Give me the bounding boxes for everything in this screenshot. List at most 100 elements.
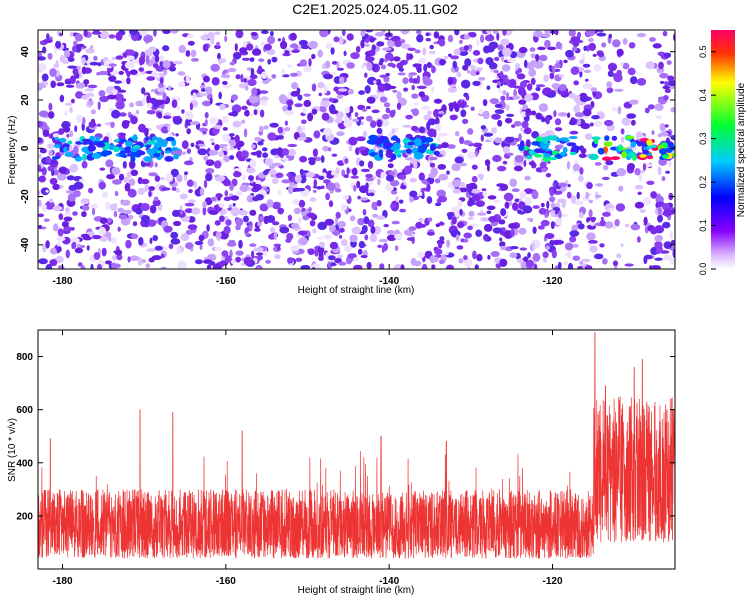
noise-blob <box>346 167 350 175</box>
noise-blob <box>181 151 187 155</box>
noise-blob <box>628 99 639 105</box>
noise-blob <box>261 147 268 152</box>
noise-blob <box>312 228 317 234</box>
noise-blob <box>236 191 243 197</box>
noise-blob <box>235 256 242 263</box>
noise-blob <box>203 75 210 83</box>
noise-blob <box>540 219 550 227</box>
noise-blob <box>221 250 229 257</box>
noise-blob <box>379 96 388 103</box>
noise-blob <box>129 69 138 75</box>
noise-blob <box>418 172 425 181</box>
noise-blob <box>215 193 223 199</box>
noise-blob <box>400 185 407 190</box>
noise-blob <box>186 148 191 155</box>
noise-blob <box>553 239 560 246</box>
signal-blob <box>368 134 379 141</box>
noise-blob <box>595 183 604 187</box>
noise-blob <box>616 168 627 177</box>
noise-blob <box>459 208 463 216</box>
noise-blob <box>545 117 550 125</box>
noise-blob <box>446 170 450 175</box>
signal-blob <box>407 141 414 146</box>
noise-blob <box>477 57 484 65</box>
chart-title: C2E1.2025.024.05.11.G02 <box>292 1 458 17</box>
noise-blob <box>522 205 533 214</box>
noise-blob <box>459 182 466 188</box>
noise-blob <box>183 160 194 166</box>
noise-blob <box>333 36 340 43</box>
noise-blob <box>154 245 163 251</box>
noise-blob <box>583 69 592 74</box>
noise-blob <box>386 85 397 90</box>
noise-blob <box>286 232 294 241</box>
noise-blob <box>336 131 345 137</box>
noise-blob <box>138 123 146 133</box>
noise-blob <box>443 55 448 60</box>
noise-blob <box>467 128 474 135</box>
noise-blob <box>634 168 641 176</box>
noise-blob <box>176 188 180 193</box>
noise-blob <box>313 130 321 139</box>
noise-blob <box>576 191 580 200</box>
noise-blob <box>49 177 58 185</box>
noise-blob <box>429 162 436 168</box>
noise-blob <box>382 47 392 51</box>
noise-blob <box>308 58 312 67</box>
noise-blob <box>459 136 465 145</box>
noise-blob <box>486 30 492 34</box>
noise-blob <box>616 48 624 57</box>
noise-blob <box>554 144 563 150</box>
noise-blob <box>383 224 390 228</box>
noise-blob <box>415 221 423 229</box>
noise-blob <box>191 207 201 215</box>
noise-blob <box>572 163 581 172</box>
noise-blob <box>272 162 282 167</box>
noise-blob <box>159 77 164 84</box>
noise-blob <box>246 67 253 71</box>
noise-blob <box>138 67 145 72</box>
noise-blob <box>391 35 401 42</box>
noise-blob <box>398 199 404 204</box>
noise-blob <box>612 72 622 79</box>
noise-blob <box>328 97 335 103</box>
noise-blob <box>219 103 226 111</box>
noise-blob <box>433 108 440 118</box>
noise-blob <box>298 187 305 192</box>
noise-blob <box>248 95 259 104</box>
noise-blob <box>360 197 369 201</box>
noise-blob <box>416 75 421 84</box>
noise-blob <box>202 131 207 135</box>
noise-blob <box>486 210 492 215</box>
noise-blob <box>446 239 451 248</box>
signal-blob <box>154 142 163 148</box>
noise-blob <box>499 241 506 248</box>
noise-blob <box>291 223 300 229</box>
noise-blob <box>460 238 465 243</box>
noise-blob <box>602 258 608 265</box>
noise-blob <box>539 161 547 169</box>
noise-blob <box>69 163 79 173</box>
noise-blob <box>189 102 193 111</box>
noise-blob <box>594 194 602 198</box>
noise-blob <box>286 173 292 177</box>
noise-blob <box>302 215 310 221</box>
noise-blob <box>275 172 284 179</box>
noise-blob <box>620 61 624 67</box>
signal-blob <box>646 139 653 146</box>
noise-blob <box>576 118 582 126</box>
y-tick-label: 40 <box>20 46 31 58</box>
noise-blob <box>140 178 150 185</box>
noise-blob <box>187 224 198 230</box>
noise-blob <box>121 120 130 129</box>
noise-blob <box>361 64 365 70</box>
noise-blob <box>429 44 434 50</box>
noise-blob <box>384 52 394 61</box>
noise-blob <box>412 260 422 267</box>
noise-blob <box>499 258 508 267</box>
noise-blob <box>379 263 385 269</box>
noise-blob <box>47 52 53 60</box>
noise-blob <box>604 119 614 127</box>
noise-blob <box>129 255 140 261</box>
noise-blob <box>317 49 323 58</box>
